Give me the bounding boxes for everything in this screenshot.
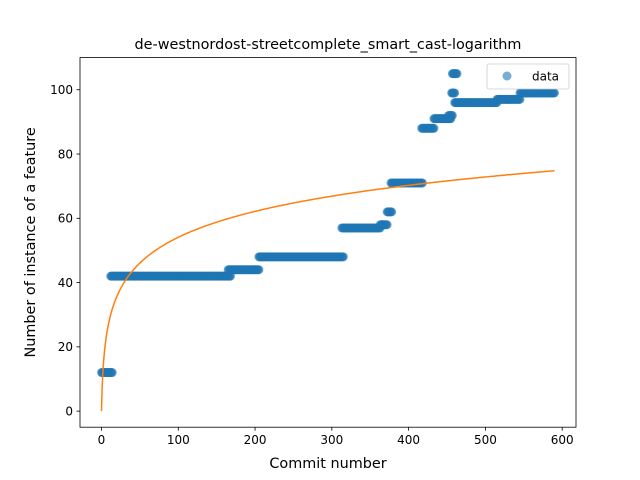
y-axis-ticks: 0 20 40 60 80 100	[50, 83, 80, 418]
x-tick-label: 600	[551, 433, 574, 447]
data-point	[417, 178, 427, 188]
data-layer	[97, 69, 559, 378]
y-tick-label: 80	[58, 147, 73, 161]
y-tick-label: 20	[58, 340, 73, 354]
x-tick-label: 100	[167, 433, 190, 447]
x-axis-label: Commit number	[269, 456, 386, 472]
data-point	[382, 220, 392, 230]
chart-title: de-westnordost-streetcomplete_smart_cast…	[135, 37, 522, 53]
plot-frame	[79, 57, 577, 428]
x-tick-label: 500	[474, 433, 497, 447]
y-tick-label: 60	[58, 212, 73, 226]
data-point	[447, 110, 457, 120]
data-point	[254, 265, 264, 275]
plot-area	[80, 57, 576, 428]
legend: data	[486, 63, 570, 90]
x-tick-label: 400	[397, 433, 420, 447]
data-point	[452, 69, 462, 79]
legend-box	[486, 63, 570, 90]
data-point	[387, 207, 397, 217]
legend-data-marker	[502, 71, 512, 81]
data-point	[107, 368, 117, 378]
legend-data-label: data	[532, 70, 559, 84]
data-point	[338, 252, 348, 262]
data-point	[429, 123, 439, 133]
x-tick-label: 0	[98, 433, 106, 447]
x-tick-label: 200	[244, 433, 267, 447]
x-axis-ticks: 0 100 200 300 400 500 600	[98, 427, 574, 447]
fit-line	[100, 170, 555, 412]
x-tick-label: 300	[320, 433, 343, 447]
fit-layer	[100, 170, 555, 412]
y-tick-label: 0	[65, 404, 73, 418]
y-tick-label: 100	[50, 83, 73, 97]
y-tick-label: 40	[58, 276, 73, 290]
y-axis-label: Number of instance of a feature	[23, 127, 39, 357]
data-point	[550, 88, 559, 98]
data-point	[450, 88, 460, 98]
